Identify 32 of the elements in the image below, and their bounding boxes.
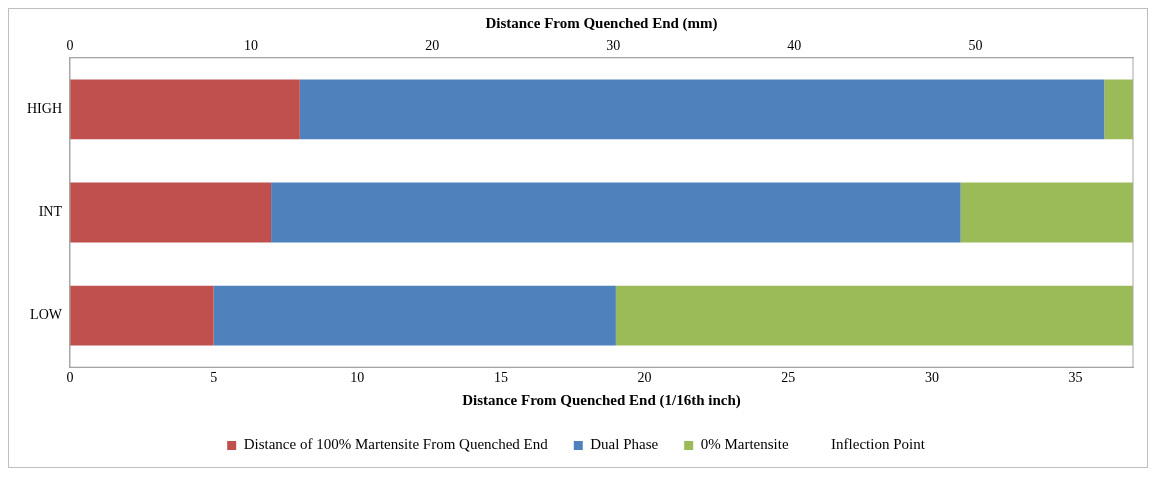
y-tick-label: LOW (30, 307, 63, 323)
bar (960, 182, 1133, 243)
bar (1104, 79, 1133, 140)
bar (615, 285, 1133, 346)
bar (69, 79, 300, 140)
x-tick-label: 20 (637, 370, 652, 386)
y-tick-label: INT (38, 204, 63, 220)
text: Inflection Point (831, 436, 926, 453)
x2-tick-label: 10 (244, 38, 259, 54)
x-tick-label: 25 (781, 370, 796, 386)
x2-tick-label: 40 (787, 38, 802, 54)
bar (69, 182, 272, 243)
bar (213, 285, 616, 346)
legend-label: 0% Martensite (700, 436, 789, 453)
x-tick-label: 10 (350, 370, 365, 386)
x-tick-label: 0 (66, 370, 74, 386)
x-tick-label: 5 (210, 370, 218, 386)
x-tick-label: 30 (924, 370, 939, 386)
bar (271, 182, 961, 243)
x2-tick-label: 0 (66, 38, 74, 54)
bar (69, 285, 214, 346)
bar (299, 79, 1105, 140)
x-tick-label: 35 (1068, 370, 1083, 386)
y-tick-label: HIGH (26, 101, 62, 117)
legend-label: Dual Phase (590, 436, 659, 453)
x2-axis-title: Distance From Quenched End (mm) (485, 14, 718, 32)
legend-label: Distance of 100% Martensite From Quenched End (243, 436, 549, 453)
x-axis-title: Distance From Quenched End (1/16th inch) (462, 391, 741, 409)
x2-tick-label: 50 (968, 38, 983, 54)
x2-tick-label: 30 (606, 38, 621, 54)
x-tick-label: 15 (493, 370, 508, 386)
x2-tick-label: 20 (425, 38, 440, 54)
